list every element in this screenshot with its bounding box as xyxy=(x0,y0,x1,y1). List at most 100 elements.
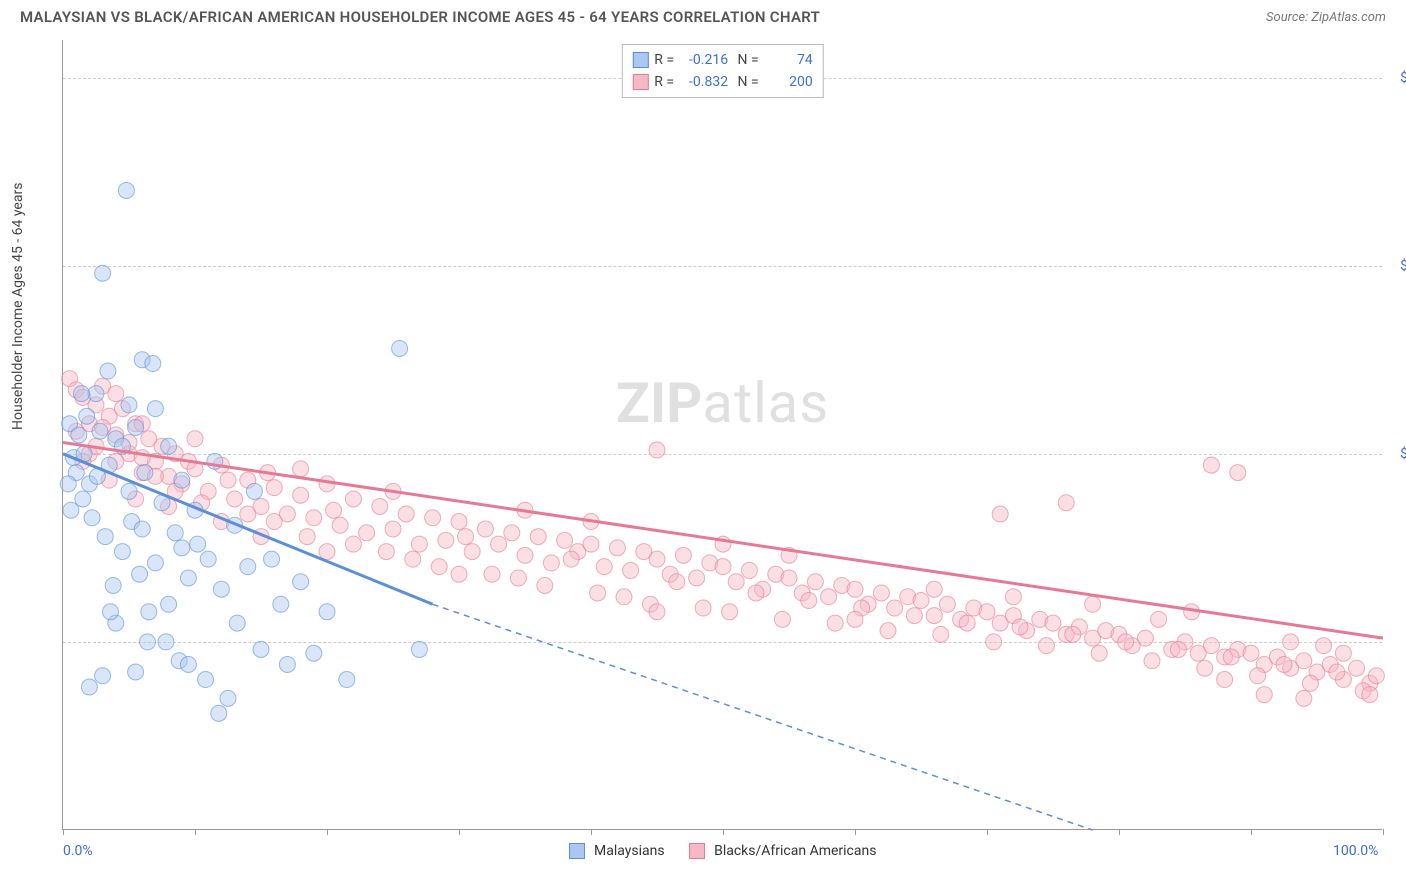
scatter-point xyxy=(411,536,427,552)
scatter-point xyxy=(530,529,546,545)
scatter-point xyxy=(319,544,335,560)
scatter-point xyxy=(774,611,790,627)
scatter-point xyxy=(95,668,111,684)
scatter-point xyxy=(273,596,289,612)
scatter-point xyxy=(1250,668,1266,684)
scatter-point xyxy=(198,672,214,688)
stats-swatch-0 xyxy=(632,52,648,68)
scatter-point xyxy=(71,427,87,443)
scatter-point xyxy=(293,574,309,590)
scatter-point xyxy=(458,529,474,545)
scatter-point xyxy=(145,356,161,372)
x-tick xyxy=(1383,829,1384,835)
scatter-point xyxy=(1144,653,1160,669)
scatter-point xyxy=(60,476,76,492)
scatter-point xyxy=(1045,615,1061,631)
y-tick-label: $200,000 xyxy=(1388,70,1406,86)
scatter-point xyxy=(139,634,155,650)
scatter-point xyxy=(959,615,975,631)
scatter-point xyxy=(1243,645,1259,661)
scatter-point xyxy=(266,480,282,496)
scatter-point xyxy=(108,386,124,402)
scatter-point xyxy=(1118,634,1134,650)
scatter-point xyxy=(801,593,817,609)
scatter-point xyxy=(253,641,269,657)
scatter-point xyxy=(1368,668,1384,684)
x-axis-label: 0.0% xyxy=(63,843,93,859)
stats-row-series-0: R =-0.216 N =74 xyxy=(632,49,812,71)
scatter-point xyxy=(807,574,823,590)
scatter-point xyxy=(669,574,685,590)
chart-svg xyxy=(63,40,1382,829)
x-tick xyxy=(327,829,328,835)
scatter-point xyxy=(345,491,361,507)
scatter-point xyxy=(1038,638,1054,654)
scatter-point xyxy=(1012,619,1028,635)
scatter-point xyxy=(583,536,599,552)
scatter-point xyxy=(266,514,282,530)
scatter-point xyxy=(649,551,665,567)
scatter-point xyxy=(240,559,256,575)
scatter-point xyxy=(121,397,137,413)
scatter-point xyxy=(95,265,111,281)
scatter-point xyxy=(319,604,335,620)
scatter-point xyxy=(137,465,153,481)
scatter-point xyxy=(167,525,183,541)
scatter-point xyxy=(73,386,89,402)
scatter-point xyxy=(609,540,625,556)
scatter-point xyxy=(1203,638,1219,654)
legend-label-0: Malaysians xyxy=(594,843,665,859)
x-tick xyxy=(987,829,988,835)
scatter-point xyxy=(114,544,130,560)
scatter-point xyxy=(887,600,903,616)
scatter-point xyxy=(847,581,863,597)
scatter-point xyxy=(88,386,104,402)
scatter-point xyxy=(1065,626,1081,642)
scatter-point xyxy=(141,604,157,620)
scatter-point xyxy=(1302,675,1318,691)
y-tick-label: $50,000 xyxy=(1388,634,1406,650)
scatter-point xyxy=(1230,465,1246,481)
stats-r-1: -0.832 xyxy=(680,71,728,93)
scatter-point xyxy=(92,423,108,439)
scatter-point xyxy=(689,570,705,586)
scatter-point xyxy=(147,401,163,417)
scatter-point xyxy=(161,438,177,454)
scatter-point xyxy=(913,593,929,609)
scatter-point xyxy=(1091,645,1107,661)
legend-label-1: Blacks/African Americans xyxy=(714,843,876,859)
scatter-point xyxy=(187,431,203,447)
scatter-point xyxy=(84,510,100,526)
legend-swatch-0 xyxy=(569,843,585,859)
x-tick xyxy=(195,829,196,835)
scatter-point xyxy=(590,585,606,601)
x-tick xyxy=(855,829,856,835)
scatter-point xyxy=(79,408,95,424)
scatter-point xyxy=(1217,672,1233,688)
scatter-point xyxy=(128,419,144,435)
scatter-point xyxy=(345,536,361,552)
x-tick xyxy=(1251,829,1252,835)
scatter-point xyxy=(781,570,797,586)
scatter-point xyxy=(121,483,137,499)
scatter-point xyxy=(81,679,97,695)
scatter-point xyxy=(695,600,711,616)
scatter-point xyxy=(1170,641,1186,657)
scatter-point xyxy=(537,577,553,593)
scatter-point xyxy=(728,574,744,590)
stats-swatch-1 xyxy=(632,74,648,90)
scatter-point xyxy=(438,532,454,548)
scatter-point xyxy=(392,340,408,356)
scatter-point xyxy=(933,626,949,642)
legend-item-1: Blacks/African Americans xyxy=(689,843,877,859)
scatter-point xyxy=(1197,660,1213,676)
scatter-point xyxy=(491,536,507,552)
scatter-point xyxy=(293,461,309,477)
stats-n-0: 74 xyxy=(765,49,813,71)
scatter-point xyxy=(180,570,196,586)
scatter-point xyxy=(1362,687,1378,703)
scatter-point xyxy=(649,442,665,458)
scatter-point xyxy=(306,645,322,661)
scatter-point xyxy=(147,555,163,571)
scatter-point xyxy=(161,596,177,612)
